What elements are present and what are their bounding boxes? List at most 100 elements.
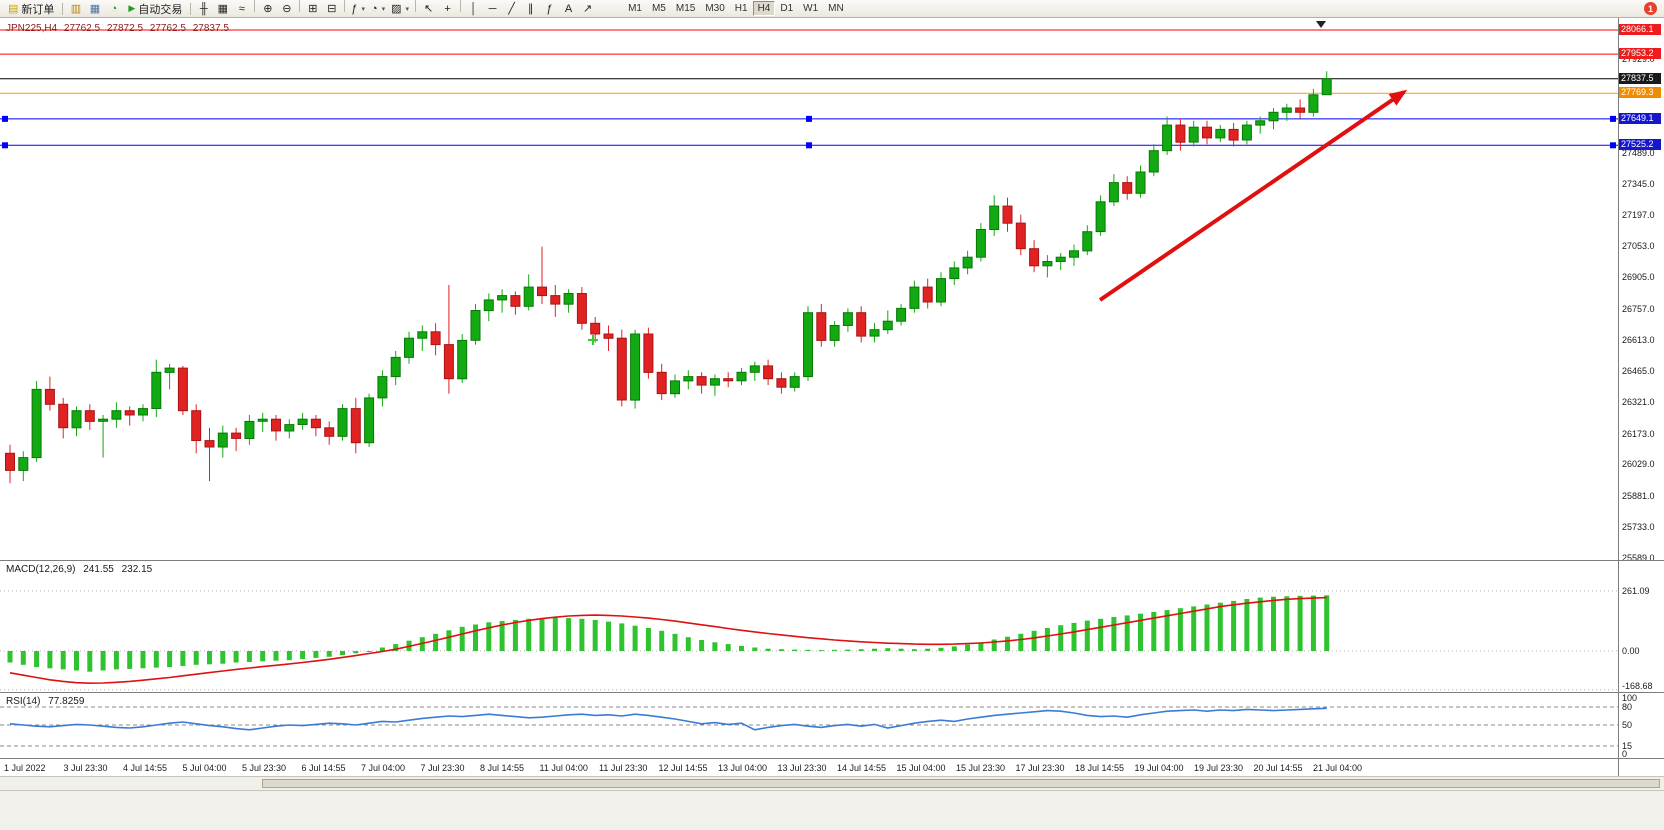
time-axis-label: 12 Jul 14:55: [658, 763, 708, 773]
macd-plot[interactable]: MACD(12,26,9) 241.55 232.15: [0, 561, 1618, 692]
timeframe-button-H1[interactable]: H1: [734, 3, 748, 14]
macd-indicator-panel[interactable]: MACD(12,26,9) 241.55 232.15 261.09 0.00 -1…: [0, 560, 1664, 692]
toolbar: ▤ 新订单 ▥ ▦ ◔ ▶ 自动交易 ╫ ▦ ≈ ⊕ ⊖ ⊞ ⊟ ƒ ▾ ◔ ▾ ▨ ▾ ↖ + │ ─ ╱ ∥ ƒ A ↗ …: [0, 0, 1664, 18]
dropdown-arrow-icon: ▾: [381, 6, 386, 13]
fibonacci-icon[interactable]: ƒ: [546, 3, 553, 15]
macd-signal-value: 232.15: [121, 564, 153, 575]
timeframe-button-W1[interactable]: W1: [803, 3, 819, 14]
horizontal-line-icon[interactable]: ─: [488, 3, 497, 15]
notification-badge[interactable]: 1: [1644, 2, 1657, 15]
timeframe-button-M15[interactable]: M15: [675, 3, 696, 14]
trend-arrow[interactable]: [1098, 89, 1408, 302]
status-bar: [0, 790, 1664, 830]
price-badge-27837.5: 27837.5: [1619, 72, 1661, 84]
line-chart-icon[interactable]: ≈: [238, 3, 245, 15]
new-order-icon: ▤: [8, 3, 19, 15]
time-axis-label: 11 Jul 23:30: [599, 763, 648, 773]
rsi-line: [9, 707, 1327, 731]
text-label-icon[interactable]: A: [564, 3, 573, 15]
time-axis-label: 6 Jul 14:55: [301, 763, 346, 773]
object-handle[interactable]: [806, 142, 812, 149]
time-axis: 1 Jul 2022 3 Jul 23:30 4 Jul 14:55 5 Jul 04…: [0, 758, 1664, 776]
object-handle[interactable]: [2, 115, 8, 122]
price-chart-panel[interactable]: JPN225,H4 27762.5 27872.5 27762.5 27837.…: [0, 18, 1664, 560]
macd-header: MACD(12,26,9) 241.55 232.15: [6, 564, 157, 575]
zoom-in-icon[interactable]: ⊕: [263, 3, 273, 15]
plus-marker[interactable]: [588, 335, 598, 345]
auto-arrange-icon[interactable]: ⊟: [327, 3, 337, 15]
time-axis-label: 19 Jul 23:30: [1194, 763, 1244, 773]
price-badge-27953.2: 27953.2: [1619, 48, 1661, 60]
toolbar-separator: [415, 0, 417, 12]
market-watch-icon[interactable]: ▥: [70, 2, 82, 15]
equidistant-channel-icon[interactable]: ∥: [527, 3, 534, 15]
templates-icon[interactable]: ▨ ▾: [391, 3, 410, 15]
time-axis-label: 21 Jul 04:00: [1313, 763, 1363, 773]
toolbar-separator: [299, 0, 301, 12]
bar-chart-icon[interactable]: ╫: [199, 3, 208, 15]
object-handle[interactable]: [1610, 115, 1616, 122]
rsi-plot[interactable]: RSI(14) 77.8259: [0, 693, 1618, 758]
price-chart-plot[interactable]: JPN225,H4 27762.5 27872.5 27762.5 27837.…: [0, 18, 1618, 560]
rsi-value: 77.8259: [48, 696, 85, 707]
timeframe-button-D1[interactable]: D1: [780, 3, 794, 14]
price-axis-label: 27197.0: [1622, 210, 1655, 221]
new-order-button[interactable]: ▤ 新订单: [3, 1, 59, 17]
time-axis-label: 19 Jul 04:00: [1134, 763, 1184, 773]
open-value: 27762.5: [63, 23, 101, 34]
time-axis-label: 7 Jul 23:30: [420, 763, 465, 773]
price-axis-label: 26173.0: [1622, 428, 1655, 439]
current-bar-marker: [1316, 21, 1326, 28]
timeframe-button-M5[interactable]: M5: [651, 3, 666, 14]
time-axis-label: 15 Jul 04:00: [896, 763, 946, 773]
rsi-axis-label: 100: [1622, 693, 1638, 703]
timeframe-button-M1[interactable]: M1: [628, 3, 642, 14]
strategy-tester-icon[interactable]: ◔: [110, 2, 118, 15]
candlestick-chart-icon[interactable]: ▦: [217, 3, 229, 15]
data-window-icon[interactable]: ▦: [89, 2, 101, 15]
rsi-axis-label: 50: [1622, 720, 1633, 730]
rsi-chart: [0, 706, 1618, 747]
object-handle[interactable]: [1610, 142, 1616, 149]
time-axis-label: 4 Jul 14:55: [123, 763, 168, 773]
toolbar-separator: [344, 0, 346, 12]
rsi-indicator-panel[interactable]: RSI(14) 77.8259 100 80 50 15 0: [0, 692, 1664, 758]
candlestick-chart: [0, 21, 1618, 484]
price-axis: 27929.0 27489.0 27345.0 27197.0 27053.0 26905…: [1618, 18, 1664, 560]
time-axis-label: 18 Jul 14:55: [1075, 763, 1125, 773]
timeframe-button-M30[interactable]: M30: [705, 3, 725, 14]
autotrading-play-icon: ▶: [128, 3, 136, 13]
timeframe-button-MN[interactable]: MN: [828, 3, 844, 14]
time-axis-label: 13 Jul 23:30: [777, 763, 827, 773]
cursor-icon[interactable]: ↖: [423, 3, 434, 15]
horizontal-scrollbar[interactable]: [0, 776, 1664, 790]
time-axis-label: 3 Jul 23:30: [63, 763, 108, 773]
timeframe-button-H4[interactable]: H4: [752, 1, 776, 16]
macd-chart: [0, 590, 1618, 691]
timeframe-toolbar: M1 M5 M15 M30 H1 H4 D1 W1 MN: [623, 1, 849, 16]
scrollbar-thumb[interactable]: [262, 779, 1660, 788]
autotrading-button[interactable]: ▶ 自动交易: [123, 1, 187, 17]
macd-main-value: 241.55: [83, 564, 114, 575]
periods-icon[interactable]: ◔ ▾: [370, 3, 386, 15]
macd-signal-line: [9, 596, 1327, 685]
time-axis-labels: 1 Jul 2022 3 Jul 23:30 4 Jul 14:55 5 Jul 04…: [0, 759, 1618, 776]
crosshair-icon[interactable]: +: [444, 3, 451, 15]
toolbar-separator: [62, 2, 64, 15]
object-handle[interactable]: [2, 142, 8, 149]
macd-axis-label: -168.68: [1622, 681, 1653, 691]
toolbar-separator: [460, 0, 462, 12]
arrows-icon[interactable]: ↗: [582, 3, 593, 15]
vertical-line-icon[interactable]: │: [470, 3, 477, 15]
time-axis-label: 13 Jul 04:00: [718, 763, 768, 773]
trendline-icon[interactable]: ╱: [508, 3, 515, 15]
zoom-out-icon[interactable]: ⊖: [282, 3, 292, 15]
tile-windows-icon[interactable]: ⊞: [308, 3, 318, 15]
object-handle[interactable]: [806, 115, 812, 122]
price-axis-label: 26321.0: [1622, 396, 1655, 407]
indicators-icon[interactable]: ƒ ▾: [351, 3, 365, 15]
price-axis-label: 26029.0: [1622, 459, 1655, 470]
price-axis-label: 27929.0: [1622, 54, 1655, 65]
symbol-label: JPN225,H4: [6, 23, 58, 34]
